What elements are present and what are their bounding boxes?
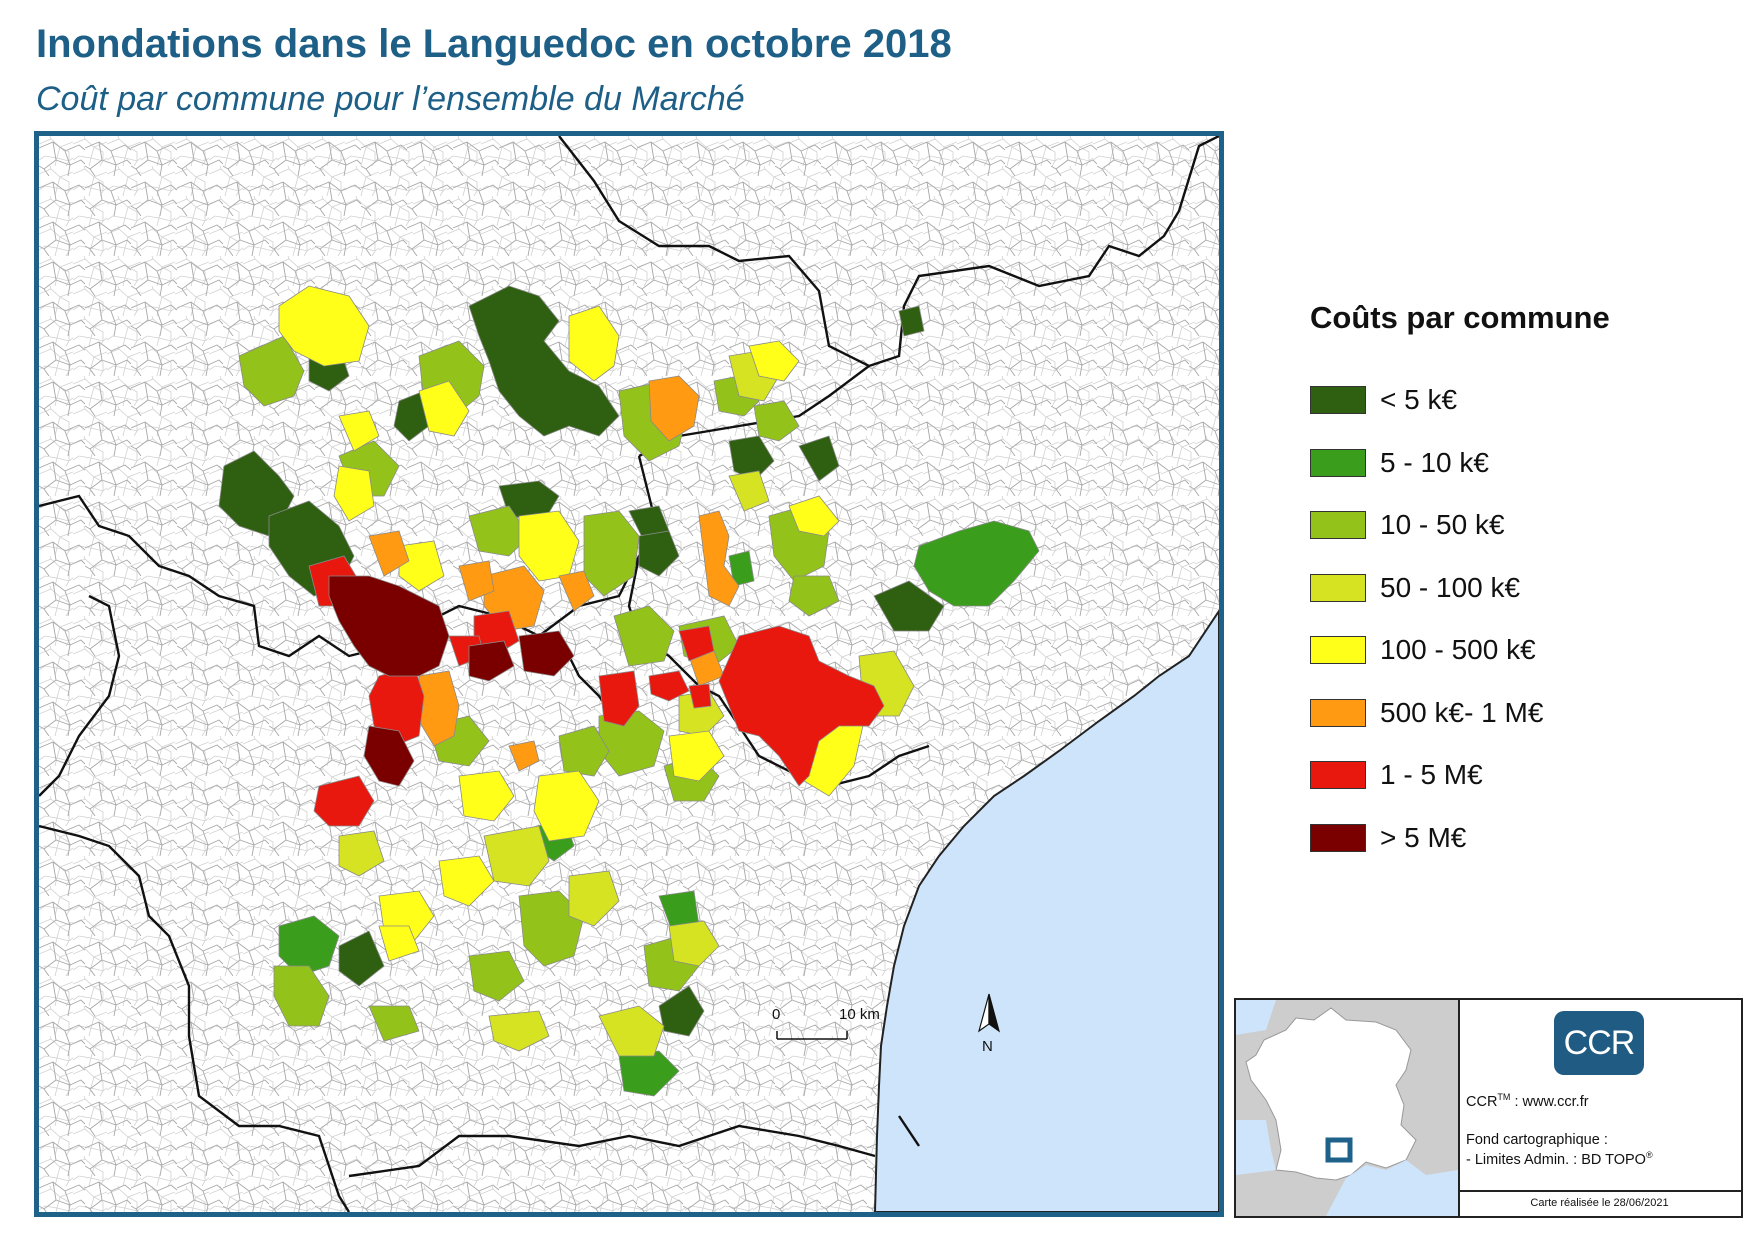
legend-title: Coûts par commune xyxy=(1310,300,1610,335)
legend-swatch xyxy=(1310,823,1366,852)
legend-label: 5 - 10 k€ xyxy=(1380,446,1489,478)
commune-costs xyxy=(218,285,1040,1097)
legend-swatch xyxy=(1310,386,1366,414)
credit-site-tm: TM xyxy=(1497,1092,1511,1102)
scale-start: 0 xyxy=(772,1006,781,1023)
legend-swatch xyxy=(1310,448,1366,477)
scale-end: 10 km xyxy=(839,1006,880,1023)
credit-fond-label: Fond cartographique : xyxy=(1466,1132,1608,1148)
credit-date: Carte réalisée le 28/06/2021 xyxy=(1458,1190,1741,1216)
scale-bar xyxy=(776,1031,848,1040)
legend-swatch xyxy=(1310,573,1366,602)
legend-label: 50 - 100 k€ xyxy=(1380,571,1521,603)
credit-source-reg: ® xyxy=(1645,1150,1653,1160)
legend-swatch xyxy=(1310,698,1366,727)
credit-site-prefix: CCR xyxy=(1466,1093,1498,1110)
legend-label: < 5 k€ xyxy=(1380,384,1458,415)
legend-label: 1 - 5 M€ xyxy=(1380,759,1483,790)
credits-box: CCR CCRTM : www.ccr.fr Fond cartographiq… xyxy=(1234,998,1743,1218)
legend-label: 100 - 500 k€ xyxy=(1380,634,1536,665)
ccr-logo: CCR xyxy=(1554,1011,1644,1075)
legend-swatch xyxy=(1310,511,1366,539)
north-label: N xyxy=(982,1038,993,1055)
map-panel[interactable]: 0 10 km N xyxy=(34,131,1224,1217)
legend-label: 10 - 50 k€ xyxy=(1380,509,1505,540)
france-locator-map xyxy=(1236,1000,1460,1216)
credit-source: - Limites Admin. : BD TOPO® xyxy=(1466,1150,1653,1168)
credit-source-text: - Limites Admin. : BD TOPO xyxy=(1466,1151,1646,1168)
map-title: Inondations dans le Languedoc en octobre… xyxy=(36,22,952,66)
locator-box xyxy=(1325,1137,1353,1163)
legend-swatch xyxy=(1310,761,1366,789)
legend-label: > 5 M€ xyxy=(1380,821,1467,853)
legend-swatch xyxy=(1310,636,1366,664)
credit-site-url[interactable]: : www.ccr.fr xyxy=(1514,1093,1589,1110)
credit-site: CCRTM : www.ccr.fr xyxy=(1466,1092,1589,1110)
commune-map xyxy=(39,136,1219,1212)
legend-label: 500 k€- 1 M€ xyxy=(1380,696,1544,728)
north-arrow-icon xyxy=(977,993,1001,1033)
mediterranean-sea xyxy=(873,609,1219,1212)
map-subtitle: Coût par commune pour l’ensemble du Marc… xyxy=(36,80,745,118)
